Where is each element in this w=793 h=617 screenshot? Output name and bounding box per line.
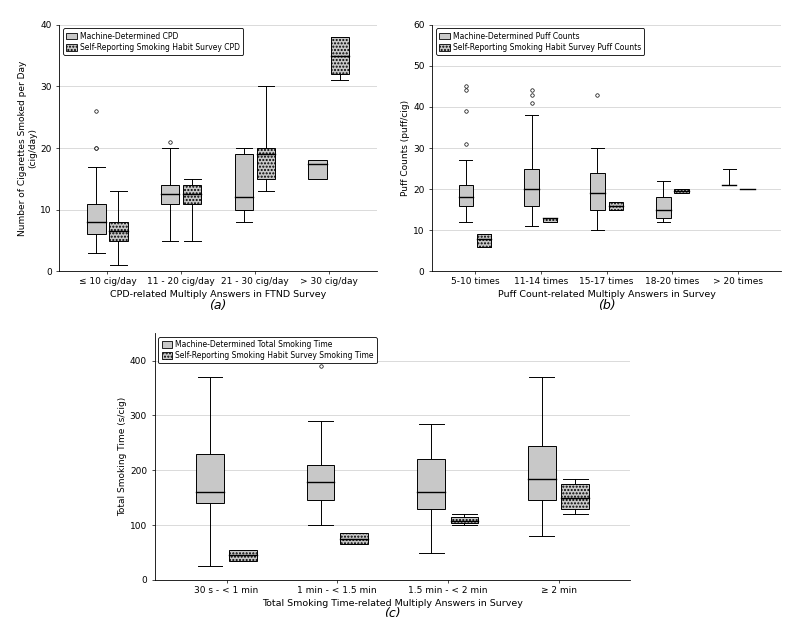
Bar [257, 148, 275, 179]
Bar [196, 454, 224, 503]
X-axis label: Puff Count-related Multiply Answers in Survey: Puff Count-related Multiply Answers in S… [498, 290, 715, 299]
Text: (b): (b) [598, 299, 615, 312]
Bar [307, 465, 335, 500]
Bar [109, 222, 128, 241]
Bar [524, 168, 538, 205]
Bar [340, 533, 368, 544]
Legend: Machine-Determined Puff Counts, Self-Reporting Smoking Habit Survey Puff Counts: Machine-Determined Puff Counts, Self-Rep… [436, 28, 644, 55]
Bar [458, 185, 473, 205]
Bar [235, 154, 253, 210]
Text: (c): (c) [385, 607, 400, 617]
Bar [656, 197, 671, 218]
Bar [477, 234, 492, 247]
Y-axis label: Total Smoking Time (s/cig): Total Smoking Time (s/cig) [118, 397, 127, 516]
Y-axis label: Puff Counts (puff/cig): Puff Counts (puff/cig) [401, 100, 410, 196]
Bar [331, 37, 349, 74]
X-axis label: Total Smoking Time-related Multiply Answers in Survey: Total Smoking Time-related Multiply Answ… [262, 598, 523, 608]
Bar [561, 484, 589, 508]
Bar [161, 185, 179, 204]
Bar [229, 550, 257, 561]
Text: (a): (a) [209, 299, 227, 312]
Bar [87, 204, 105, 234]
X-axis label: CPD-related Multiply Answers in FTND Survey: CPD-related Multiply Answers in FTND Sur… [110, 290, 326, 299]
Bar [590, 173, 605, 210]
Bar [542, 218, 557, 222]
Bar [183, 185, 201, 204]
Bar [528, 445, 556, 500]
Bar [308, 160, 327, 179]
Y-axis label: Number of Cigarettes Smoked per Day
(cig/day): Number of Cigarettes Smoked per Day (cig… [18, 60, 37, 236]
Bar [675, 189, 689, 193]
Legend: Machine-Determined Total Smoking Time, Self-Reporting Smoking Habit Survey Smoki: Machine-Determined Total Smoking Time, S… [159, 337, 377, 363]
Legend: Machine-Determined CPD, Self-Reporting Smoking Habit Survey CPD: Machine-Determined CPD, Self-Reporting S… [63, 28, 243, 55]
Bar [450, 517, 478, 523]
Bar [608, 202, 623, 210]
Bar [417, 459, 445, 508]
